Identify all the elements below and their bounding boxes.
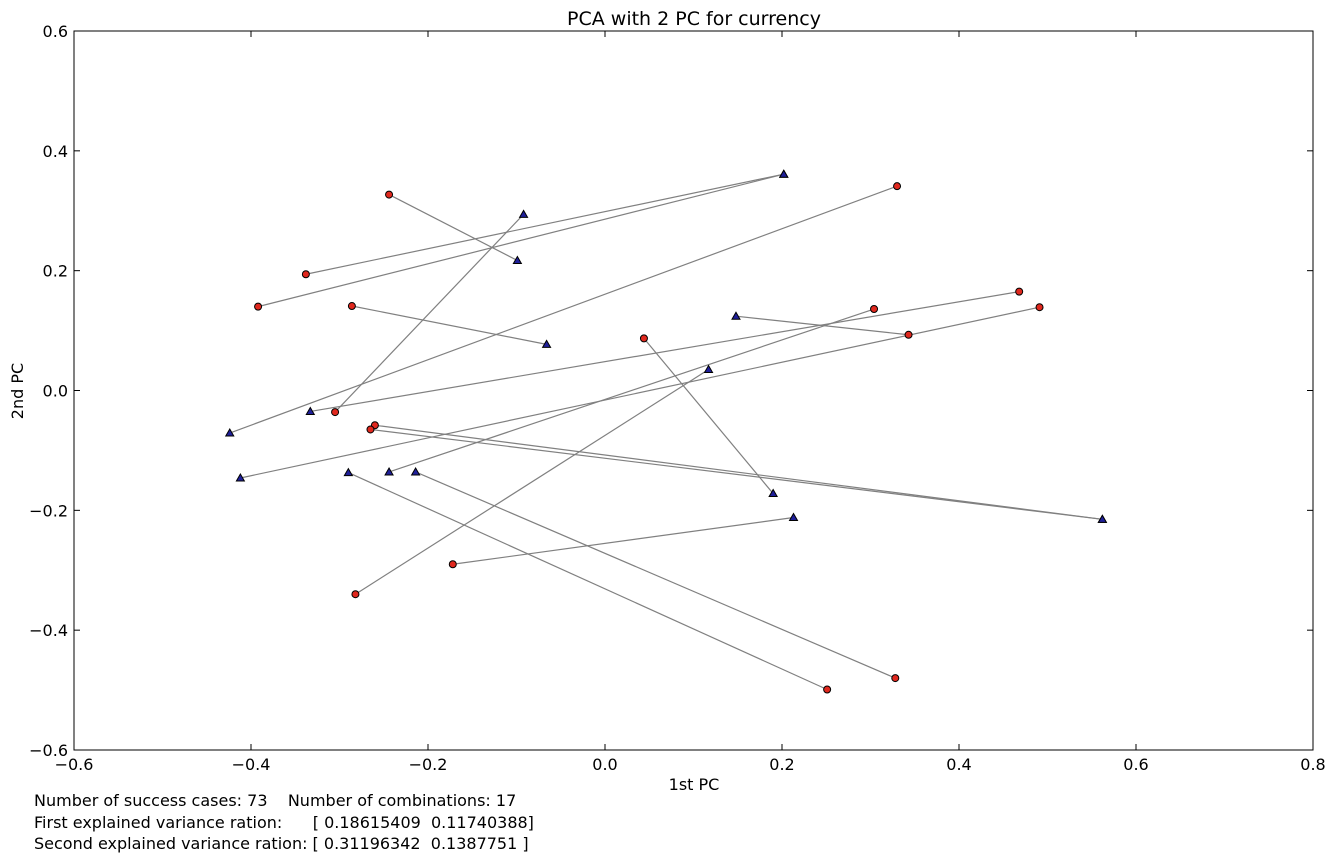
triangle-point: [343, 467, 354, 477]
pair-connector-line: [388, 308, 875, 473]
circle-point: [254, 302, 263, 311]
circle-point: [351, 590, 360, 599]
x-tick-label: −0.2: [409, 755, 448, 774]
triangle-point: [541, 339, 552, 348]
y-tick-label: 0.6: [43, 22, 68, 41]
pair-connector-line: [388, 194, 518, 262]
pair-connector-line: [229, 185, 898, 434]
plot-frame: [73, 30, 1314, 751]
circle-point: [331, 408, 340, 417]
triangle-point: [1097, 514, 1108, 523]
pair-connector-line: [348, 472, 828, 691]
triangle-point: [512, 255, 523, 264]
x-tick-label: 0.8: [1300, 755, 1325, 774]
y-tick-label: −0.6: [29, 741, 68, 760]
triangle-point: [788, 512, 799, 522]
circle-point: [1035, 303, 1044, 312]
circle-point: [870, 305, 879, 314]
y-tick-label: −0.4: [29, 621, 68, 640]
circle-point: [893, 182, 902, 191]
chart-title: PCA with 2 PC for currency: [567, 8, 821, 30]
circle-point: [347, 302, 356, 311]
triangle-point: [384, 466, 394, 476]
triangle-point: [518, 209, 529, 218]
triangle-point: [768, 488, 779, 498]
triangle-point: [235, 472, 246, 482]
pair-connector-line: [735, 315, 909, 336]
pair-connector-line: [334, 213, 525, 413]
pair-connector-line: [643, 337, 774, 494]
pair-connector-line: [257, 173, 784, 308]
x-tick-label: −0.6: [55, 755, 94, 774]
pair-connector-line: [415, 471, 896, 679]
y-axis-label: 2nd PC: [8, 363, 27, 419]
pair-connector-line: [351, 305, 547, 345]
x-tick-label: −0.4: [232, 755, 271, 774]
y-tick-label: 0.0: [43, 382, 68, 401]
circle-point: [639, 334, 648, 343]
pair-connector-line: [452, 516, 794, 565]
triangle-point: [410, 466, 421, 476]
circle-point: [904, 330, 913, 339]
triangle-point: [305, 406, 316, 415]
circle-point: [1015, 287, 1024, 296]
circle-point: [891, 674, 900, 683]
pair-connector-line: [355, 369, 709, 595]
success-cases-summary: Number of success cases: 73 Number of co…: [34, 791, 517, 810]
circle-point: [448, 560, 457, 569]
circle-point: [823, 685, 832, 694]
pair-connector-line: [305, 173, 784, 275]
triangle-point: [703, 364, 714, 374]
triangle-point: [731, 311, 741, 320]
circle-point: [366, 425, 375, 434]
first-variance-ratio: First explained variance ration: [ 0.186…: [34, 813, 534, 832]
triangle-point: [778, 169, 789, 178]
triangle-point: [224, 428, 235, 437]
circle-point: [301, 270, 310, 279]
y-tick-label: −0.2: [29, 501, 68, 520]
x-tick-label: 0.2: [769, 755, 794, 774]
second-variance-ratio: Second explained variance ration: [ 0.31…: [34, 834, 529, 853]
circle-point: [385, 190, 394, 199]
y-tick-label: 0.4: [43, 142, 68, 161]
x-tick-label: 0.4: [946, 755, 971, 774]
pair-connector-line: [370, 428, 1103, 520]
pair-connector-line: [240, 306, 1040, 479]
x-tick-label: 0.6: [1123, 755, 1148, 774]
pair-connector-line: [374, 424, 1103, 520]
plot-area: −0.6 −0.4 −0.2 0.0 0.2 0.4 0.6 0.8 −0.6 −0.4 −0.2 0…: [29, 22, 1326, 774]
y-tick-label: 0.2: [43, 262, 68, 281]
x-tick-label: 0.0: [592, 755, 617, 774]
pca-scatter-chart: PCA with 2 PC for currency −0.6 −0.4 −0.2 0…: [8, 8, 1326, 790]
x-axis-label: 1st PC: [669, 775, 720, 790]
pair-connector-line: [310, 291, 1020, 413]
